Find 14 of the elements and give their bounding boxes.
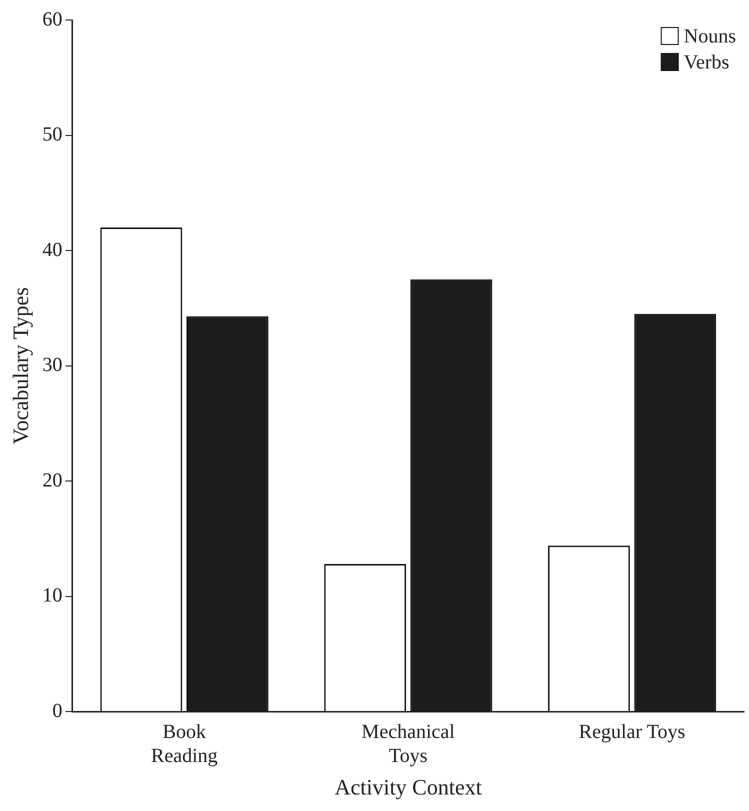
y-tick-label: 10 bbox=[42, 584, 62, 607]
x-tick-label: Regular Toys bbox=[578, 720, 686, 743]
y-tick-label: 60 bbox=[42, 8, 62, 30]
y-tick-label: 30 bbox=[42, 354, 62, 376]
x-tick-label: Mechanical Toys bbox=[362, 720, 456, 767]
x-axis-title: Activity Context bbox=[334, 774, 482, 800]
y-tick-label: 20 bbox=[42, 469, 62, 492]
y-tick-label: 50 bbox=[42, 124, 62, 146]
y-tick-label: 40 bbox=[42, 238, 62, 261]
y-tick-label: 0 bbox=[52, 700, 62, 722]
legend-label: Nouns bbox=[684, 25, 736, 48]
x-tick-label: Book Reading bbox=[151, 720, 218, 767]
y-axis-title: Vocabulary Types bbox=[8, 287, 33, 444]
legend-label: Verbs bbox=[684, 51, 730, 74]
